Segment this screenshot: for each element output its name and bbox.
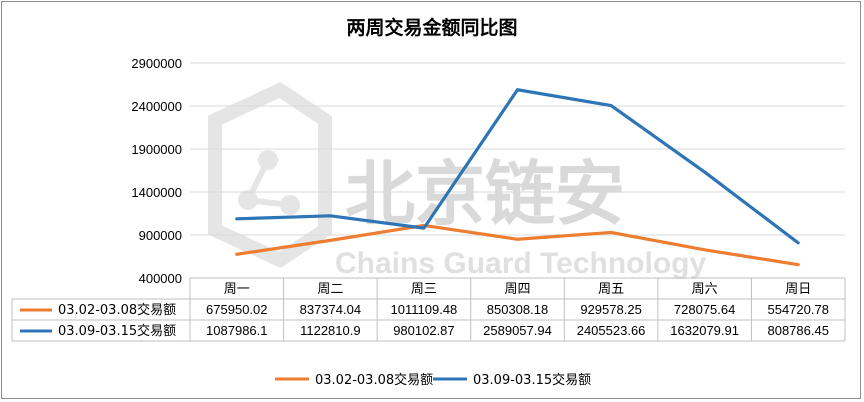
table-cell-value: 2405523.66 <box>577 323 646 338</box>
table-cell-value: 808786.45 <box>767 323 828 338</box>
y-tick-label: 900000 <box>139 228 182 243</box>
table-cell-value: 1087986.1 <box>206 323 267 338</box>
y-tick-label: 2900000 <box>131 56 182 71</box>
y-tick-label: 2400000 <box>131 99 182 114</box>
series-line <box>235 223 800 267</box>
x-category-label: 周五 <box>598 282 624 297</box>
table-cell-value: 1122810.9 <box>300 323 361 338</box>
table-cell-value: 675950.02 <box>206 302 267 317</box>
grid <box>190 62 845 236</box>
chart-title: 两周交易金额同比图 <box>346 16 517 39</box>
table-cell-value: 929578.25 <box>580 302 641 317</box>
x-category-label: 周日 <box>785 282 811 297</box>
table-cell-value: 2589057.94 <box>483 323 552 338</box>
x-category-label: 周六 <box>692 282 718 297</box>
y-axis: 400000 900000 1400000 1900000 2400000 2900000 <box>131 56 182 286</box>
x-category-label: 周四 <box>504 282 530 297</box>
series-lines <box>235 88 800 267</box>
table-series-name: 03.09-03.15交易额 <box>58 323 176 339</box>
legend-label: 03.09-03.15交易额 <box>473 372 591 388</box>
legend-label: 03.02-03.08交易额 <box>315 372 433 388</box>
legend: 03.02-03.08交易额 03.09-03.15交易额 <box>275 372 591 388</box>
data-table: 周一 周二 周三 周四 周五 周六 周日 03.02-03.08交易额 675950.02 837… <box>11 277 846 342</box>
series-line <box>235 88 800 245</box>
table-cell-value: 837374.04 <box>300 302 361 317</box>
x-category-label: 周二 <box>317 282 343 297</box>
watermark-text-cn: 北京链安 <box>345 153 625 235</box>
table-cell-value: 728075.64 <box>674 302 735 317</box>
table-cell-value: 1011109.48 <box>391 302 458 317</box>
y-tick-label: 1900000 <box>131 142 182 157</box>
y-tick-label: 1400000 <box>131 185 182 200</box>
table-cell-value: 1632079.91 <box>670 323 739 338</box>
watermark: 北京链安 Chains Guard Technology <box>208 82 706 280</box>
y-tick-label: 400000 <box>139 271 182 286</box>
table-cell-value: 980102.87 <box>393 323 454 338</box>
watermark-text-en: Chains Guard Technology <box>335 247 706 280</box>
table-cell-value: 850308.18 <box>487 302 548 317</box>
watermark-logo-icon <box>208 82 332 268</box>
table-series-name: 03.02-03.08交易额 <box>58 302 176 318</box>
x-category-label: 周三 <box>411 282 437 297</box>
table-cell-value: 554720.78 <box>767 302 828 317</box>
x-category-label: 周一 <box>224 282 250 297</box>
